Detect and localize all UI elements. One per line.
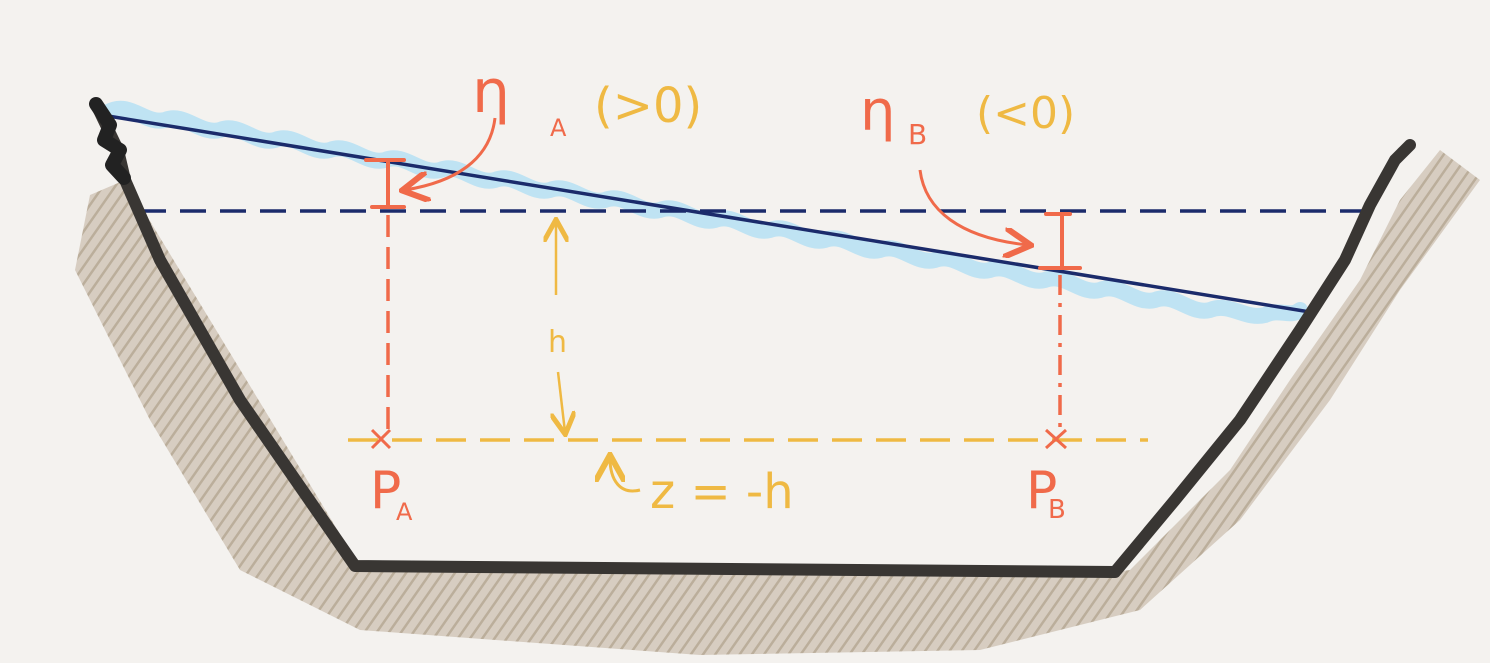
left-bank-top-scribble	[89, 97, 131, 185]
eta-b-condition: (<0)	[976, 88, 1075, 139]
channel-bank	[90, 98, 1416, 578]
eta-a-condition: (>0)	[594, 78, 702, 134]
eta-a-arrow	[405, 117, 497, 190]
free-surface-line	[107, 114, 1311, 314]
datum-arrow	[610, 458, 641, 493]
pressure-a-subscript: A	[396, 498, 413, 526]
pressure-a-label: P	[370, 461, 401, 521]
depth-arrow-down	[558, 371, 565, 432]
point-a-marker	[370, 428, 392, 450]
depth-label: h	[548, 325, 567, 360]
eta-a-label: η	[472, 57, 510, 127]
eta-b-label: η	[860, 79, 896, 144]
eta-b-subscript: B	[908, 118, 927, 151]
eta-a-bracket	[364, 158, 406, 209]
datum-label: z = -h	[650, 464, 794, 520]
pressure-b-label: P	[1026, 461, 1057, 521]
eta-a-subscript: A	[550, 114, 567, 142]
point-b-marker	[1044, 428, 1068, 450]
eta-b-arrow	[918, 169, 1028, 245]
eta-b-bracket	[1038, 212, 1082, 270]
pressure-b-subscript: B	[1048, 495, 1066, 525]
